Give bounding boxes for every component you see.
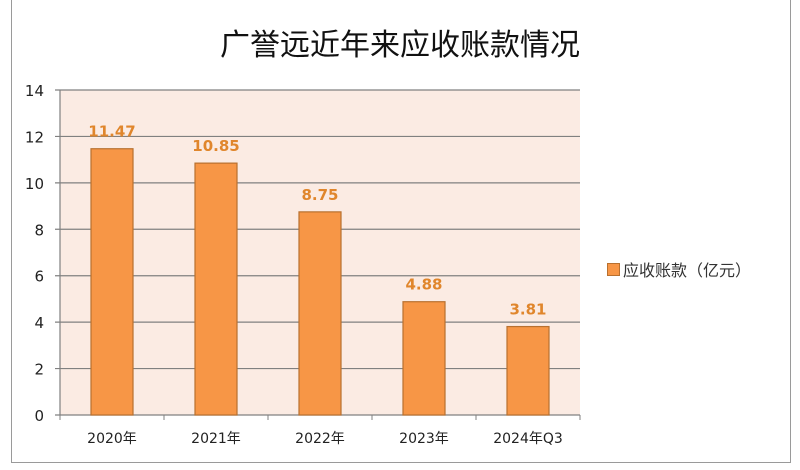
y-tick-label: 8 (34, 221, 44, 239)
chart-frame (11, 0, 791, 463)
y-tick-label: 10 (25, 175, 44, 193)
legend-label: 应收账款（亿元） (623, 261, 752, 280)
x-tick-label: 2024年Q3 (493, 431, 563, 447)
data-label: 11.47 (88, 123, 135, 141)
y-tick-label: 0 (34, 407, 44, 425)
bar (506, 325, 550, 416)
bar (402, 301, 446, 416)
x-tick-label: 2020年 (87, 431, 137, 447)
data-label: 3.81 (509, 301, 546, 319)
bar (194, 162, 238, 416)
data-label: 8.75 (301, 186, 338, 204)
x-tick-label: 2021年 (191, 431, 241, 447)
x-tick-label: 2023年 (399, 431, 449, 447)
y-tick-label: 4 (34, 314, 44, 332)
y-tick-label: 2 (34, 361, 44, 379)
y-tick-label: 14 (25, 82, 44, 100)
data-label: 4.88 (405, 276, 442, 294)
y-tick-label: 12 (25, 128, 44, 146)
data-label: 10.85 (192, 137, 239, 155)
bar (298, 211, 342, 416)
legend-swatch (607, 262, 620, 276)
bar (90, 148, 134, 416)
legend: 应收账款（亿元） (607, 257, 751, 281)
x-tick-label: 2022年 (295, 431, 345, 447)
chart-title: 广誉远近年来应收账款情况 (220, 28, 580, 63)
y-tick-label: 6 (34, 268, 44, 286)
